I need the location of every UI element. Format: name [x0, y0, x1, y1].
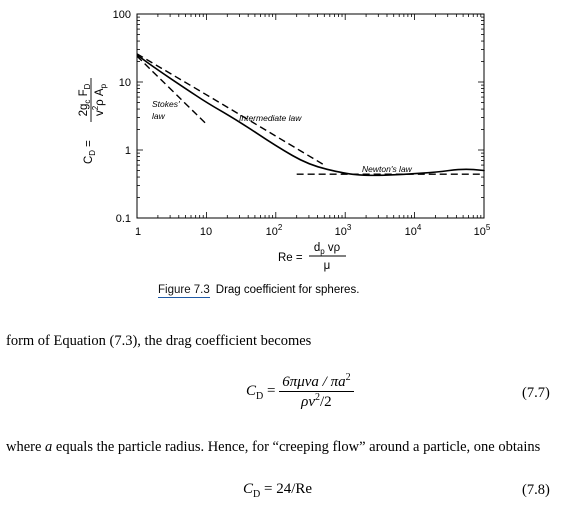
- chart-curves: [136, 53, 485, 177]
- svg-text:dp vρ: dp vρ: [314, 242, 341, 256]
- paragraph-1: form of Equation (7.3), the drag coeffic…: [6, 333, 312, 349]
- y-axis-label: CD= 2gc FD v2ρ Ap: [78, 78, 108, 164]
- svg-text:Re =: Re =: [278, 252, 303, 264]
- x-tick-label: 10: [200, 226, 212, 238]
- intermediate-law-label: Intermediate law: [239, 113, 302, 123]
- svg-text:μ: μ: [324, 260, 331, 272]
- x-tick-label: 102: [266, 223, 283, 238]
- caption-text: Drag coefficient for spheres.: [215, 284, 360, 296]
- y-tick-label: 0.1: [116, 213, 131, 225]
- stokes-law-label: Stokes': [152, 99, 180, 109]
- law-approximation-line-2: [136, 53, 326, 166]
- drag-coefficient-chart: 100 10 1 0.1 1 10 102 103 104 105 CD= 2g…: [78, 9, 491, 272]
- svg-text:CD=: CD=: [83, 140, 97, 164]
- law-approximation-line-1: [136, 55, 208, 125]
- x-tick-label: 105: [474, 223, 491, 238]
- x-tick-label: 104: [405, 223, 422, 238]
- x-axis-label: Re = dp vρ μ: [278, 242, 346, 272]
- paragraph-2: where a equals the particle radius. Henc…: [6, 439, 541, 455]
- equation-7-7: CD = 6πμva / πa2 ρv2/2: [246, 372, 354, 411]
- equation-number-7-7: (7.7): [522, 385, 550, 401]
- figure-number[interactable]: Figure 7.3: [158, 284, 210, 298]
- equation-7-8: CD = 24/Re: [243, 481, 313, 500]
- plot-frame: [136, 13, 485, 219]
- svg-text:2gc FD: 2gc FD: [78, 83, 92, 116]
- y-tick-label: 1: [125, 145, 131, 157]
- x-tick-label: 103: [335, 223, 352, 238]
- newtons-law-label: Newton's law: [362, 164, 413, 174]
- figure-caption: Figure 7.3 Drag coefficient for spheres.: [158, 284, 360, 298]
- y-tick-label: 10: [119, 77, 131, 89]
- stokes-law-label: law: [152, 111, 166, 121]
- equation-number-7-8: (7.8): [522, 482, 550, 498]
- y-tick-label: 100: [113, 9, 131, 21]
- svg-text:v2ρ Ap: v2ρ Ap: [91, 83, 108, 116]
- x-tick-label: 1: [135, 226, 141, 238]
- axis-ticks: [136, 14, 484, 219]
- drag-curve-line: [136, 54, 485, 177]
